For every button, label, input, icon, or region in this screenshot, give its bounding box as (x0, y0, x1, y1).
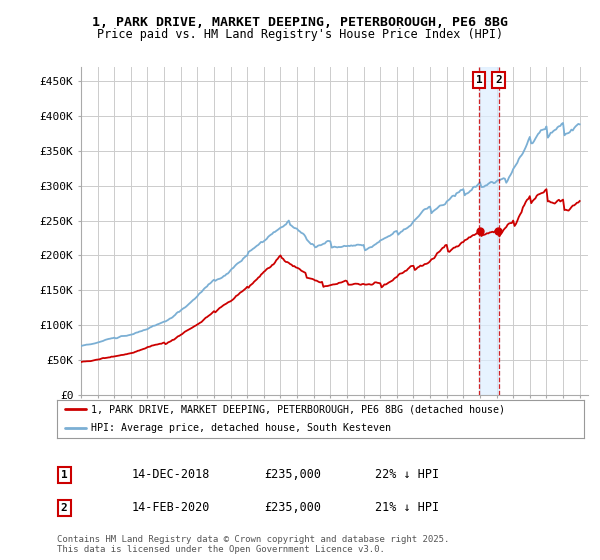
Text: 14-FEB-2020: 14-FEB-2020 (132, 501, 211, 515)
Text: 1: 1 (476, 74, 482, 85)
Text: 22% ↓ HPI: 22% ↓ HPI (375, 468, 439, 482)
Text: 2: 2 (61, 503, 68, 513)
Text: Contains HM Land Registry data © Crown copyright and database right 2025.
This d: Contains HM Land Registry data © Crown c… (57, 535, 449, 554)
Bar (479, 67, 499, 395)
Text: 1, PARK DRIVE, MARKET DEEPING, PETERBOROUGH, PE6 8BG (detached house): 1, PARK DRIVE, MARKET DEEPING, PETERBORO… (91, 404, 505, 414)
Text: 14-DEC-2018: 14-DEC-2018 (132, 468, 211, 482)
Text: 1, PARK DRIVE, MARKET DEEPING, PETERBOROUGH, PE6 8BG: 1, PARK DRIVE, MARKET DEEPING, PETERBORO… (92, 16, 508, 29)
Text: 2: 2 (495, 74, 502, 85)
Text: HPI: Average price, detached house, South Kesteven: HPI: Average price, detached house, Sout… (91, 423, 391, 433)
Text: £235,000: £235,000 (264, 501, 321, 515)
Text: 1: 1 (61, 470, 68, 480)
Text: 21% ↓ HPI: 21% ↓ HPI (375, 501, 439, 515)
Text: £235,000: £235,000 (264, 468, 321, 482)
Text: Price paid vs. HM Land Registry's House Price Index (HPI): Price paid vs. HM Land Registry's House … (97, 28, 503, 41)
